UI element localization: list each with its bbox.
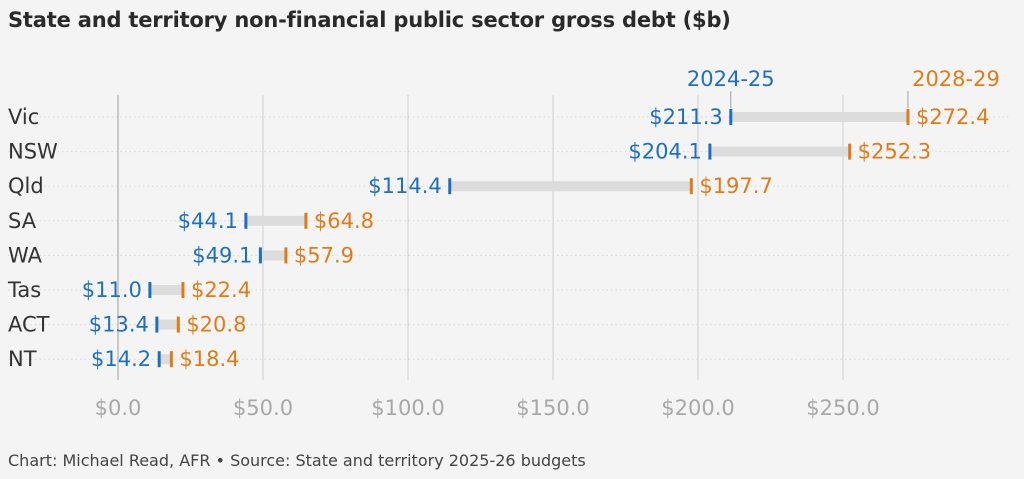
endpoint-markers <box>148 109 910 368</box>
start-value-label: $114.4 <box>368 174 441 198</box>
start-marker <box>157 351 161 368</box>
end-value-label: $64.8 <box>314 209 374 233</box>
start-marker <box>148 282 152 298</box>
range-bar <box>449 181 692 192</box>
start-marker <box>708 143 712 160</box>
start-marker <box>258 247 262 264</box>
range-bar <box>260 250 286 261</box>
x-tick-label: $50.0 <box>233 396 293 420</box>
x-tick-label: $200.0 <box>661 396 734 420</box>
end-value-label: $252.3 <box>858 140 931 164</box>
end-value-label: $20.8 <box>186 313 246 337</box>
series-label-start: 2024-25 <box>687 67 775 91</box>
x-tick-label: $100.0 <box>371 396 444 420</box>
category-label: ACT <box>8 313 50 337</box>
category-label: SA <box>8 209 37 233</box>
range-bar <box>156 319 179 330</box>
end-marker <box>689 178 693 195</box>
gridlines <box>8 95 1010 380</box>
end-marker <box>304 212 308 229</box>
end-marker <box>284 247 288 264</box>
range-bar <box>159 354 172 365</box>
category-label: Vic <box>8 105 39 129</box>
start-value-label: $14.2 <box>91 347 151 371</box>
end-value-label: $57.9 <box>294 243 354 267</box>
start-marker <box>448 178 452 195</box>
range-bar <box>245 215 306 226</box>
value-labels: $211.3 $272.4 $204.1 $252.3 $114.4 $197.7 $44.… <box>82 105 990 371</box>
end-marker <box>169 351 173 368</box>
x-tick-label: $250.0 <box>806 396 879 420</box>
x-axis: $0.0 $50.0 $100.0 $150.0 $200.0 $250.0 <box>95 396 880 420</box>
source-note: Chart: Michael Read, AFR • Source: State… <box>8 451 586 470</box>
end-value-label: $272.4 <box>916 105 989 129</box>
series-annotations: 2024-25 2028-29 <box>687 67 1000 108</box>
x-tick-label: $150.0 <box>516 396 589 420</box>
end-marker <box>906 109 910 125</box>
start-value-label: $204.1 <box>628 140 701 164</box>
start-value-label: $211.3 <box>649 105 722 129</box>
category-labels: Vic NSW Qld SA WA Tas ACT NT <box>7 105 58 371</box>
start-marker <box>244 212 248 229</box>
category-label: NT <box>8 347 37 371</box>
category-label: NSW <box>8 140 58 164</box>
end-marker <box>848 143 852 160</box>
start-value-label: $11.0 <box>82 278 142 302</box>
end-marker <box>181 282 185 298</box>
start-marker <box>729 109 733 125</box>
end-value-label: $18.4 <box>179 347 239 371</box>
category-label: Tas <box>7 278 41 302</box>
chart-title: State and territory non-financial public… <box>8 8 731 32</box>
category-label: Qld <box>8 174 44 198</box>
start-value-label: $13.4 <box>89 313 149 337</box>
start-value-label: $44.1 <box>178 209 238 233</box>
start-value-label: $49.1 <box>192 243 252 267</box>
end-value-label: $197.7 <box>699 174 772 198</box>
range-bar <box>149 285 183 295</box>
range-bar <box>709 146 850 157</box>
range-bars <box>149 112 908 365</box>
category-label: WA <box>8 243 43 267</box>
x-tick-label: $0.0 <box>95 396 142 420</box>
series-label-end: 2028-29 <box>912 67 1000 91</box>
range-bar <box>730 112 908 122</box>
end-marker <box>176 316 180 333</box>
end-value-label: $22.4 <box>191 278 251 302</box>
start-marker <box>155 316 159 333</box>
